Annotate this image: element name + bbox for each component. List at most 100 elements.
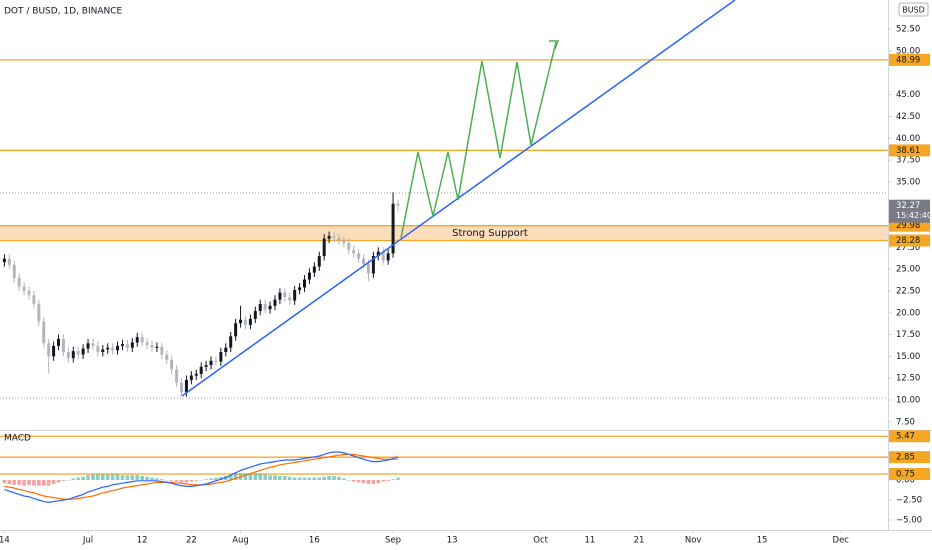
histogram-bar [346, 480, 351, 481]
histogram-bar [253, 473, 258, 480]
candle-body [96, 345, 100, 353]
histogram-bar [273, 475, 277, 480]
level-badge [889, 430, 930, 443]
candle-body [347, 242, 351, 250]
x-tick-label: Dec [833, 536, 850, 546]
x-tick-label: Aug [232, 536, 249, 546]
candle-body [283, 292, 287, 298]
candle-body [189, 375, 193, 380]
candle-body [47, 343, 51, 357]
candle-body [366, 263, 370, 274]
candle-body [175, 369, 179, 383]
candle-body [101, 349, 105, 353]
candle-body [71, 351, 75, 359]
histogram-bar [130, 475, 135, 480]
x-tick-label: 22 [186, 536, 197, 546]
histogram-bar [204, 479, 208, 480]
histogram-bar [71, 478, 76, 480]
candle-body [293, 290, 297, 301]
histogram-bar [214, 477, 218, 480]
histogram-bar [258, 473, 263, 480]
y-tick-label: 22.50 [896, 286, 920, 296]
candle-body [278, 292, 282, 300]
candle-body [273, 299, 277, 306]
histogram-bar [228, 475, 233, 480]
level-badge-label: 29.98 [896, 221, 920, 231]
x-tick-label: 16 [309, 536, 320, 546]
projection-path [400, 41, 557, 239]
candle-body [165, 354, 169, 360]
histogram-bar [233, 474, 238, 480]
histogram-bar [179, 480, 184, 483]
histogram-bar [199, 480, 203, 481]
level-badge [889, 144, 930, 157]
histogram-bar [110, 474, 115, 480]
x-tick-label: Oct [533, 536, 548, 546]
candle-body [91, 343, 95, 346]
histogram-bar [268, 475, 272, 480]
candle-body [396, 203, 400, 206]
x-tick-label: 14 [0, 536, 10, 546]
candle-body [298, 287, 302, 291]
histogram-bar [12, 480, 17, 485]
histogram-bar [17, 480, 21, 485]
support-zone-label: Strong Support [452, 228, 528, 239]
histogram-bar [322, 476, 326, 480]
histogram-bar [376, 480, 381, 484]
histogram-bar [396, 477, 400, 480]
currency-badge[interactable] [898, 2, 929, 17]
histogram-bar [22, 480, 26, 486]
candle-body [2, 258, 6, 263]
candle-body [268, 305, 272, 310]
candle-body [42, 321, 46, 344]
candle-body [332, 235, 336, 238]
level-badge-label: 38.61 [896, 146, 920, 156]
histogram-bar [194, 480, 199, 481]
histogram-bar [278, 476, 282, 480]
histogram-bar [100, 474, 105, 480]
level-badge [889, 53, 930, 66]
histogram-bar [292, 477, 297, 480]
x-tick-label: Nov [685, 536, 702, 546]
histogram-bar [145, 476, 149, 480]
level-badge [889, 468, 930, 480]
y-tick-label: 12.50 [896, 374, 920, 384]
histogram-bar [263, 474, 267, 480]
candle-body [12, 264, 16, 278]
y-tick-label: 7.50 [896, 417, 915, 427]
candle-body [322, 238, 326, 257]
histogram-bar [155, 478, 159, 480]
histogram-bar [56, 480, 61, 483]
y-tick-label: −2.50 [896, 496, 922, 506]
histogram-bar [209, 478, 213, 480]
macd-pane [0, 435, 888, 504]
candle-body [22, 286, 26, 291]
histogram-bar [164, 480, 169, 481]
level-badge-label: 5.47 [896, 432, 915, 442]
x-tick-label: 11 [584, 536, 595, 546]
candle-body [381, 251, 385, 261]
candle-body [337, 237, 341, 241]
currency-label[interactable]: BUSD [902, 6, 925, 15]
x-tick-label: 13 [447, 536, 458, 546]
histogram-bar [371, 480, 376, 484]
x-tick-label: 21 [634, 536, 645, 546]
candle-body [184, 379, 188, 393]
candle-body [160, 346, 164, 355]
histogram-bar [76, 477, 80, 480]
x-tick-label: Jul [82, 536, 93, 546]
histogram-bar [91, 474, 95, 480]
level-badge-label: 0.75 [896, 470, 915, 480]
candle-body [86, 343, 90, 349]
candle-body [219, 352, 223, 362]
histogram-bar [169, 480, 174, 481]
y-tick-label: 40.00 [896, 134, 920, 144]
y-tick-label: 17.50 [896, 330, 920, 340]
y-tick-label: 0.00 [896, 476, 915, 486]
candle-body [357, 253, 361, 259]
histogram-bar [86, 475, 90, 480]
candle-body [263, 304, 267, 310]
candle-body [194, 373, 198, 376]
candle-body [376, 251, 380, 257]
